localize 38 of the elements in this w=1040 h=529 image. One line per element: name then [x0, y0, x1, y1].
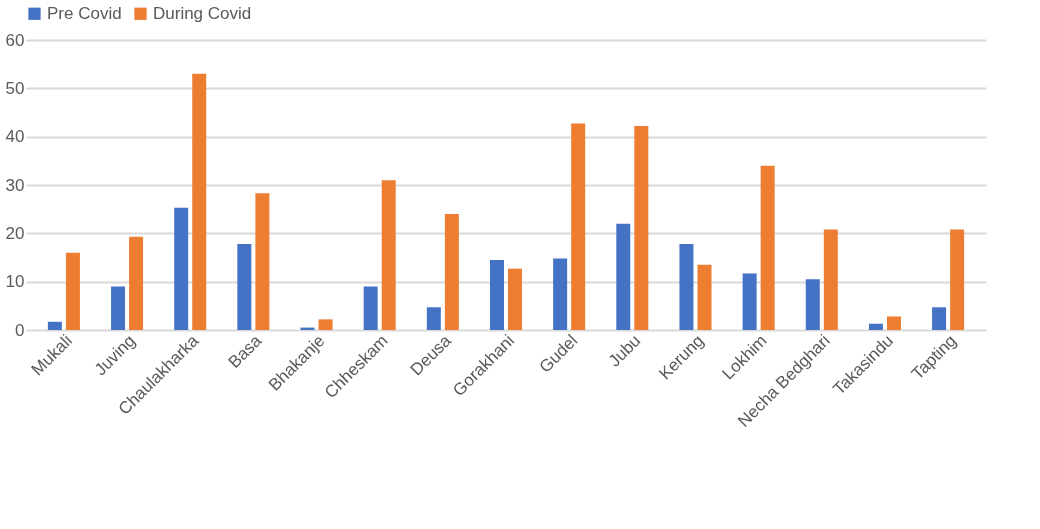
- y-tick-label: 60: [5, 30, 25, 50]
- bar: [192, 73, 207, 330]
- bar: [760, 165, 775, 330]
- bar: [553, 258, 568, 330]
- bar: [381, 180, 396, 330]
- legend-label: Pre Covid: [47, 3, 122, 23]
- y-tick-label: 20: [5, 223, 25, 243]
- bar: [805, 279, 820, 330]
- bar: [489, 259, 504, 330]
- bar: [129, 236, 144, 330]
- bar: [508, 268, 523, 330]
- y-tick-label: 50: [5, 78, 25, 98]
- bar: [571, 123, 586, 330]
- bar: [174, 207, 189, 330]
- bar: [679, 243, 694, 330]
- bar: [616, 223, 631, 330]
- bar: [255, 193, 270, 330]
- y-tick-label: 10: [5, 272, 25, 292]
- y-tick-label: 40: [5, 127, 25, 147]
- legend-label: During Covid: [153, 3, 252, 23]
- y-tick-label: 0: [15, 320, 25, 340]
- bar: [634, 126, 649, 330]
- bar: [950, 229, 965, 330]
- bar: [886, 316, 901, 330]
- bar: [868, 323, 883, 330]
- bar: [65, 252, 80, 330]
- bar: [318, 319, 333, 330]
- bar: [932, 307, 947, 330]
- bar: [363, 286, 378, 330]
- bar: [111, 286, 126, 330]
- bar: [742, 273, 757, 330]
- bar: [47, 321, 62, 330]
- bar: [444, 214, 459, 330]
- bar: [426, 307, 441, 330]
- bar: [823, 229, 838, 330]
- bar: [237, 243, 252, 330]
- bar: [697, 264, 712, 330]
- y-tick-label: 30: [5, 175, 25, 195]
